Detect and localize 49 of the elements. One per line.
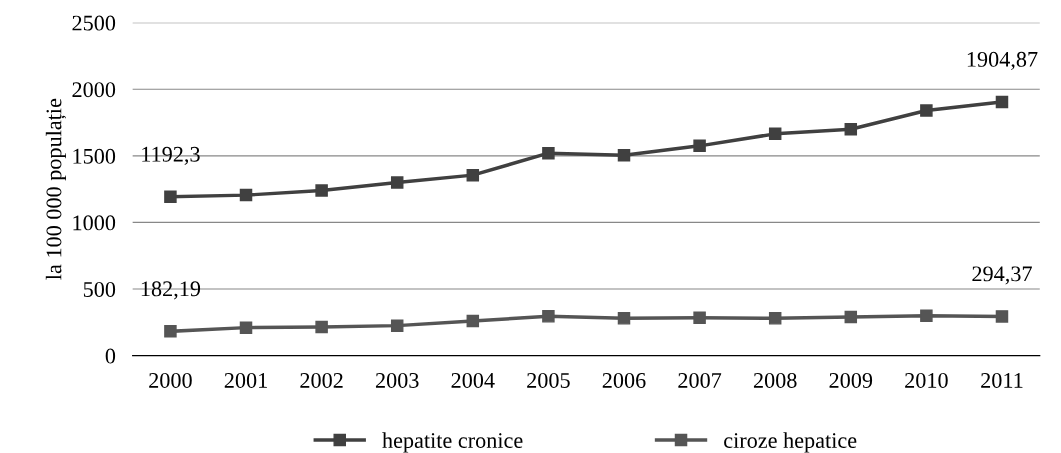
y-tick-label: 1000 bbox=[73, 215, 116, 231]
point bbox=[768, 127, 782, 141]
x-tick-label: 2005 bbox=[527, 372, 570, 388]
data-label: 182,19 bbox=[141, 281, 201, 300]
point bbox=[617, 148, 631, 162]
x-tick-label: 2010 bbox=[905, 372, 948, 388]
x-tick-label: 2002 bbox=[300, 372, 343, 388]
legend-label: hepatite cronice bbox=[382, 432, 523, 453]
y-tick-label: 2500 bbox=[72, 15, 116, 31]
point bbox=[466, 168, 480, 182]
x-tick-label: 2011 bbox=[981, 372, 1023, 388]
point bbox=[239, 188, 253, 202]
point bbox=[617, 312, 631, 325]
point bbox=[542, 310, 555, 323]
point bbox=[844, 310, 858, 324]
point bbox=[920, 309, 933, 322]
point bbox=[164, 190, 177, 204]
x-tick-label: 2009 bbox=[829, 372, 873, 388]
y-tick-label: 500 bbox=[83, 281, 116, 297]
x-tick-label: 2003 bbox=[375, 372, 419, 388]
point bbox=[315, 320, 328, 334]
point bbox=[390, 176, 404, 189]
point bbox=[768, 312, 782, 325]
legend-label: ciroze hepatice bbox=[724, 432, 857, 453]
point bbox=[844, 122, 858, 136]
point bbox=[164, 325, 177, 338]
y-tick-label: 2000 bbox=[72, 82, 116, 98]
point bbox=[542, 146, 555, 160]
point bbox=[315, 184, 328, 197]
x-tick-label: 2008 bbox=[753, 372, 797, 388]
x-tick-label: 2004 bbox=[451, 372, 495, 388]
point bbox=[995, 95, 1009, 109]
point bbox=[693, 139, 706, 153]
point bbox=[390, 319, 404, 332]
point bbox=[995, 310, 1009, 323]
data-label: 1192,3 bbox=[142, 146, 200, 165]
point bbox=[920, 104, 933, 117]
data-label: 294,37 bbox=[972, 266, 1032, 285]
x-tick-label: 2006 bbox=[602, 372, 646, 388]
point bbox=[239, 321, 253, 334]
point bbox=[466, 314, 480, 328]
y-tick-label: 1500 bbox=[73, 148, 116, 164]
y-axis-title: la 100 000 populație bbox=[45, 98, 66, 280]
y-tick-label: 0 bbox=[105, 348, 116, 364]
data-label: 1904,87 bbox=[967, 51, 1038, 71]
x-tick-label: 2000 bbox=[149, 372, 192, 388]
point bbox=[693, 311, 706, 324]
x-tick-label: 2007 bbox=[678, 372, 722, 388]
x-tick-label: 2001 bbox=[224, 372, 267, 388]
